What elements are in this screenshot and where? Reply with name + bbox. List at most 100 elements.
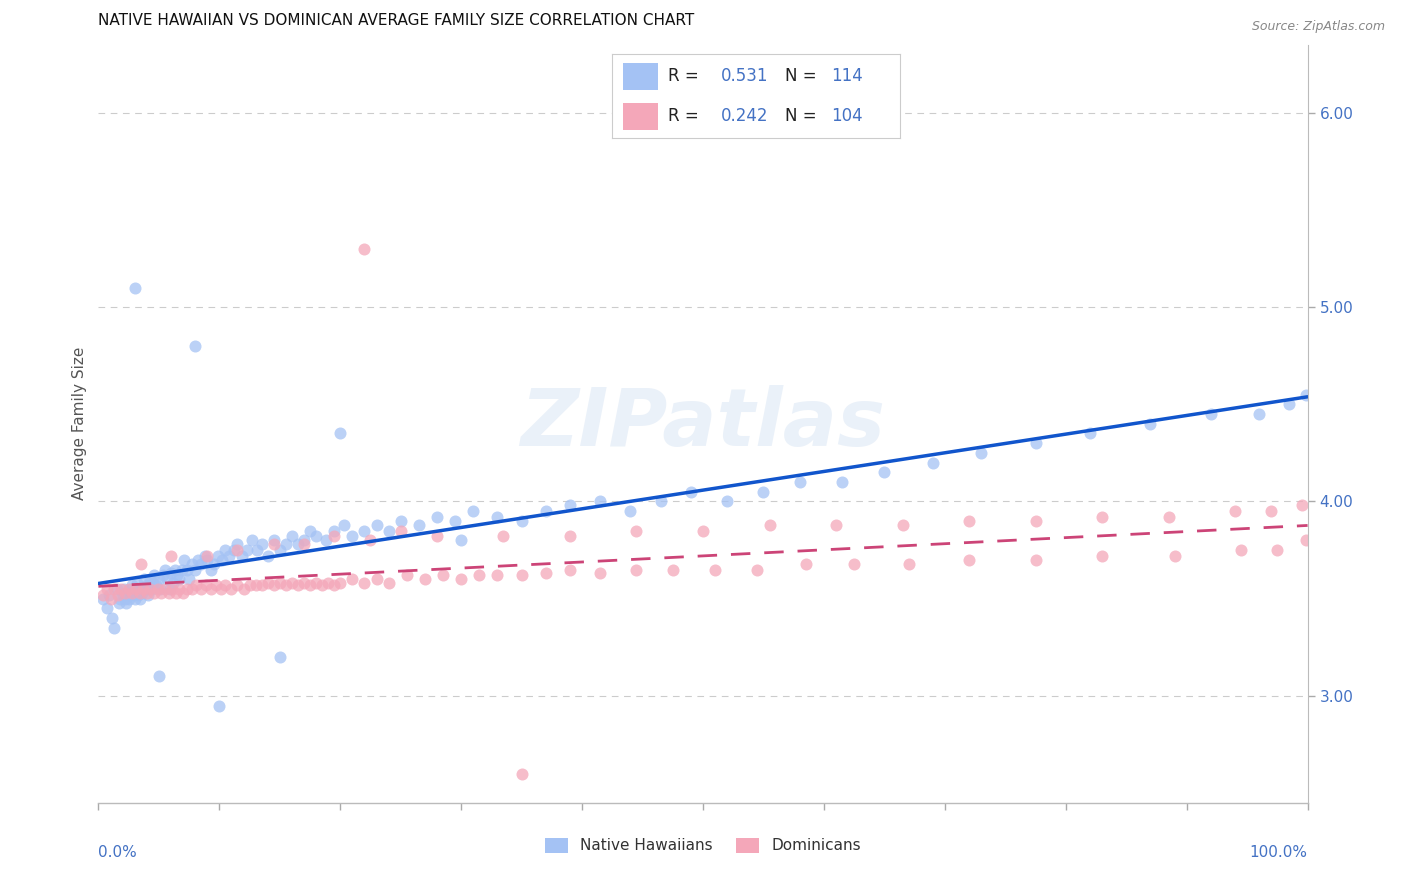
- Point: [316, 576, 339, 591]
- Point: [236, 543, 259, 558]
- Point: [323, 529, 346, 543]
- Point: [96, 601, 118, 615]
- Point: [492, 529, 515, 543]
- Point: [180, 557, 202, 571]
- Point: [200, 582, 222, 596]
- Point: [169, 572, 191, 586]
- Point: [589, 566, 612, 581]
- Point: [1230, 543, 1253, 558]
- Point: [679, 484, 702, 499]
- Point: [129, 557, 152, 571]
- Point: [1091, 549, 1114, 563]
- Point: [426, 510, 449, 524]
- Point: [195, 553, 218, 567]
- Point: [128, 586, 150, 600]
- Point: [274, 537, 297, 551]
- Point: [143, 568, 166, 582]
- Point: [240, 533, 263, 548]
- Legend: Native Hawaiians, Dominicans: Native Hawaiians, Dominicans: [538, 831, 868, 860]
- Point: [873, 465, 896, 479]
- Point: [269, 543, 291, 558]
- Point: [299, 578, 322, 592]
- Point: [333, 517, 356, 532]
- Point: [204, 557, 226, 571]
- Point: [139, 582, 162, 596]
- Point: [413, 572, 436, 586]
- Point: [305, 576, 328, 591]
- Point: [139, 572, 162, 586]
- Point: [263, 578, 285, 592]
- Point: [353, 524, 375, 538]
- Point: [450, 533, 472, 548]
- Point: [149, 582, 172, 596]
- Point: [226, 543, 249, 558]
- Point: [287, 537, 309, 551]
- Point: [692, 524, 714, 538]
- Point: [329, 426, 352, 441]
- Bar: [623, 103, 658, 130]
- Point: [148, 572, 170, 586]
- Point: [250, 578, 273, 592]
- Point: [91, 588, 114, 602]
- Point: [114, 586, 136, 600]
- Point: [145, 578, 167, 592]
- Point: [173, 553, 195, 567]
- Point: [218, 549, 240, 563]
- Point: [263, 537, 285, 551]
- Point: [105, 582, 128, 596]
- Point: [1249, 407, 1271, 421]
- Point: [110, 582, 132, 596]
- Point: [170, 562, 193, 576]
- Point: [342, 529, 364, 543]
- Point: [287, 578, 309, 592]
- Point: [256, 576, 278, 591]
- Point: [103, 621, 125, 635]
- Text: NATIVE HAWAIIAN VS DOMINICAN AVERAGE FAMILY SIZE CORRELATION CHART: NATIVE HAWAIIAN VS DOMINICAN AVERAGE FAM…: [98, 13, 695, 29]
- Point: [360, 533, 382, 548]
- Point: [921, 456, 943, 470]
- Point: [143, 586, 166, 600]
- Point: [1024, 436, 1046, 450]
- Point: [1278, 397, 1301, 411]
- Point: [323, 524, 346, 538]
- Point: [103, 582, 125, 596]
- Point: [122, 588, 145, 602]
- Point: [353, 242, 375, 256]
- Point: [121, 578, 143, 592]
- Text: 100.0%: 100.0%: [1250, 845, 1308, 860]
- Point: [274, 578, 297, 592]
- Point: [510, 514, 533, 528]
- Text: N =: N =: [785, 107, 821, 125]
- Point: [231, 549, 253, 563]
- Point: [195, 549, 218, 563]
- Point: [118, 591, 141, 606]
- Text: 0.0%: 0.0%: [98, 845, 138, 860]
- Point: [1199, 407, 1222, 421]
- Point: [239, 578, 262, 592]
- Text: Source: ZipAtlas.com: Source: ZipAtlas.com: [1251, 20, 1385, 33]
- Point: [176, 582, 198, 596]
- Point: [747, 562, 769, 576]
- Point: [128, 591, 150, 606]
- Point: [204, 578, 226, 592]
- Point: [131, 586, 153, 600]
- Point: [121, 586, 143, 600]
- Point: [292, 537, 315, 551]
- Point: [180, 582, 202, 596]
- Point: [831, 475, 853, 489]
- Point: [159, 582, 181, 596]
- Point: [214, 578, 236, 592]
- Point: [165, 586, 187, 600]
- Point: [957, 514, 980, 528]
- Point: [250, 537, 273, 551]
- Point: [408, 517, 430, 532]
- Point: [134, 572, 156, 586]
- Point: [136, 588, 159, 602]
- Point: [353, 576, 375, 591]
- Point: [190, 557, 212, 571]
- Point: [129, 582, 152, 596]
- Point: [124, 280, 146, 294]
- Point: [195, 578, 218, 592]
- Point: [534, 566, 557, 581]
- Point: [172, 586, 194, 600]
